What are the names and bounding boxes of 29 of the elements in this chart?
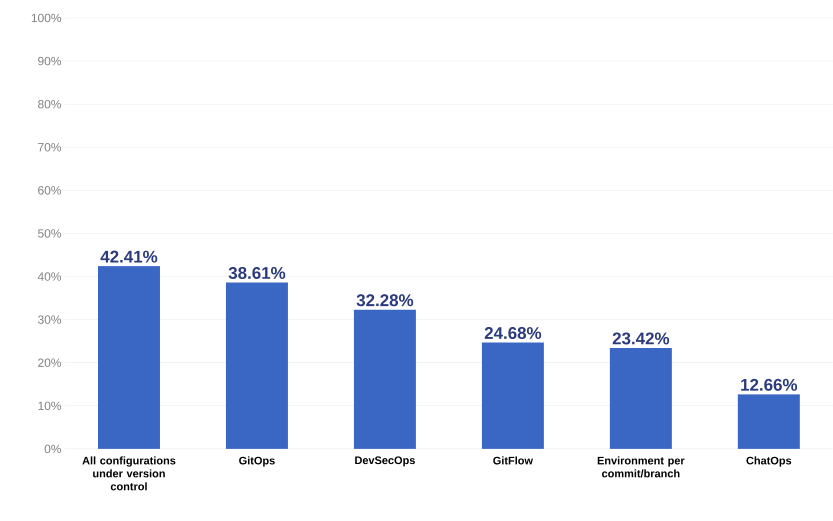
y-tick-label: 40% [38,272,62,281]
x-tick-label: DevSecOps [355,456,415,466]
x-tick-label: All configurations under version control [82,456,176,490]
y-tick-label: 20% [38,358,62,367]
x-tick-label: GitFlow [493,456,533,465]
data-label: 32.28% [356,294,414,306]
y-tick-label: 80% [38,100,62,108]
x-tick-label: Environment per commit/branch [598,456,685,478]
bar [738,394,800,449]
bar [354,310,416,449]
bar [610,348,672,449]
bar [482,342,544,449]
x-tick-label: ChatOps [746,456,792,467]
bar [98,266,160,449]
y-tick-label: 70% [38,143,62,152]
bar [226,282,288,449]
data-label: 24.68% [484,327,542,340]
data-label: 38.61% [228,267,286,280]
y-tick-label: 10% [38,402,62,410]
data-label: 12.66% [741,378,798,391]
y-tick-label: 0% [44,444,62,454]
y-tick-label: 90% [38,56,62,66]
y-tick-label: 60% [38,186,62,195]
y-tick-label: 100% [32,14,62,22]
x-tick-label: GitOps [239,456,275,467]
y-tick-label: 30% [38,315,62,324]
data-label: 23.42% [612,332,670,345]
data-label: 42.41% [100,250,158,263]
y-tick-label: 50% [38,229,62,238]
